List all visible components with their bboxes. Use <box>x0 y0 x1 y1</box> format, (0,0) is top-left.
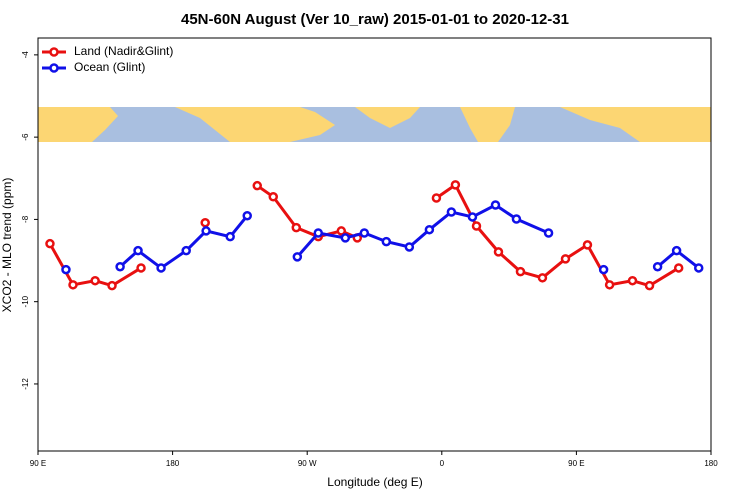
y-tick-label: -10 <box>21 295 30 307</box>
point <box>381 236 392 247</box>
point <box>644 280 655 291</box>
point <box>652 261 663 272</box>
point <box>68 280 78 290</box>
x-axis-label: Longitude (deg E) <box>327 475 422 489</box>
point <box>45 238 55 249</box>
legend-marker <box>49 47 59 57</box>
point <box>268 192 279 202</box>
point <box>511 214 522 224</box>
point <box>446 207 457 217</box>
x-tick-label: 90 W <box>298 459 317 468</box>
point <box>627 275 638 286</box>
point <box>598 264 609 275</box>
point <box>242 210 252 221</box>
point <box>133 245 143 256</box>
y-tick-label: -6 <box>21 133 30 141</box>
point <box>404 242 415 252</box>
y-axis-label: XCO2 - MLO trend (ppm) <box>0 178 14 313</box>
point <box>471 221 482 231</box>
y-tick-label: -8 <box>21 215 30 223</box>
point <box>136 263 146 273</box>
point <box>291 222 302 233</box>
point <box>201 226 211 236</box>
point <box>156 263 166 273</box>
point <box>467 212 478 222</box>
point <box>107 280 117 291</box>
point <box>582 240 593 250</box>
plot-frame <box>37 37 712 452</box>
point <box>673 263 684 273</box>
x-tick-label: 180 <box>166 459 180 468</box>
point <box>61 264 71 275</box>
point <box>252 180 262 191</box>
point <box>515 266 526 277</box>
point <box>340 233 351 243</box>
point <box>671 245 682 256</box>
map-band <box>38 107 711 142</box>
x-tick-label: 90 E <box>30 459 46 468</box>
point <box>225 231 235 242</box>
point <box>560 254 571 264</box>
point <box>543 228 554 238</box>
x-tick-label: 90 E <box>568 459 584 468</box>
x-tick-label: 0 <box>440 459 445 468</box>
legend-label: Ocean (Glint) <box>74 60 145 74</box>
point <box>537 273 548 283</box>
point <box>604 280 615 290</box>
legend-marker <box>49 63 59 73</box>
point <box>313 228 324 238</box>
legend-label: Land (Nadir&Glint) <box>74 44 173 58</box>
series-line <box>119 203 700 270</box>
point <box>431 193 442 203</box>
point <box>200 217 210 228</box>
point <box>693 263 704 273</box>
point <box>450 180 461 190</box>
point <box>493 247 504 257</box>
point <box>90 275 100 286</box>
point <box>115 261 125 272</box>
point <box>359 228 370 238</box>
point <box>490 200 501 210</box>
x-tick-label: 180 <box>704 459 718 468</box>
point <box>336 226 347 236</box>
y-tick-label: -12 <box>21 378 30 390</box>
point <box>424 224 435 235</box>
y-tick-label: -4 <box>21 51 30 59</box>
chart-title: 45N-60N August (Ver 10_raw) 2015-01-01 t… <box>181 11 569 28</box>
point <box>181 245 191 256</box>
point <box>292 252 303 262</box>
